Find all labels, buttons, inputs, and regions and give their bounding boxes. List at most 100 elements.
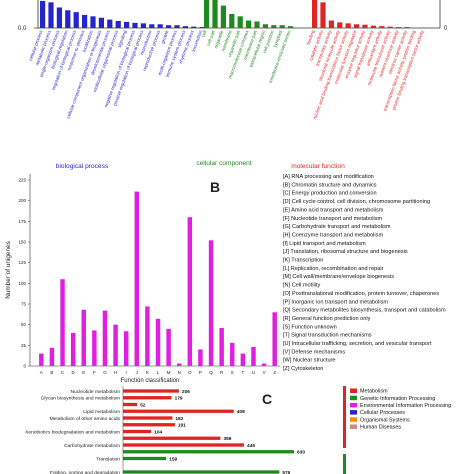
go-term-label-cellular-component-9: symplast [272,29,283,48]
cog-legend-entry-17: [R] General function prediction only [283,316,371,322]
cog-legend-entry-22: [W] Nuclear structure [283,358,336,364]
cog-legend-entry-3: [D] Cell cycle control, cell division, c… [283,199,430,205]
cog-legend-entry-8: [I] Lipid transport and metabolism [283,241,366,247]
kegg-bar-6 [123,429,152,434]
go-bar-cellular-component-2 [220,5,226,28]
cog-legend-entry-10: [K] Transcription [283,258,323,264]
panel-b-ytick-label-2: 50 [21,322,27,327]
cog-xtick-u: U [252,370,255,375]
kegg-bar-4 [123,416,173,420]
kegg-category-nucleotide-metabolism: Nucleotide metabolism [71,389,120,395]
kegg-legend-label-genetic-information-processing: Genetic Information Processing [360,396,435,402]
kegg-value-label-12: 576 [282,470,290,474]
cog-xtick-r: R [220,370,224,375]
cog-xtick-l: L [157,370,160,375]
cog-legend-entry-4: [E] Amino acid transport and metabolism [283,207,384,213]
kegg-value-label-1: 179 [175,396,183,402]
go-term-label-cellular-component-1: cell part [206,29,216,47]
kegg-bar-3 [123,409,234,413]
kegg-legend-label-environmental-information-processing: Environmental Information Processing [360,403,451,409]
kegg-value-label-6: 104 [154,429,162,435]
kegg-value-label-9: 630 [297,450,305,456]
cog-bar-g [102,310,108,366]
go-bar-biological-process-9 [115,21,121,28]
go-bar-molecular-function-4 [345,23,351,28]
kegg-bar-8 [123,443,245,447]
kegg-value-label-2: 52 [140,402,146,408]
go-bar-biological-process-0 [40,0,46,28]
cog-xtick-p: P [199,370,202,375]
cog-xtick-m: M [167,370,171,375]
cog-xtick-b: B [50,370,53,375]
kegg-value-label-3: 408 [237,409,245,415]
cog-legend-entry-11: [L] Replication, recombination and repai… [283,266,384,272]
go-bar-biological-process-2 [56,7,62,28]
go-bar-cellular-component-4 [237,16,243,28]
cog-bar-t [240,353,246,366]
panel-b-ytick-label-3: 75 [21,302,27,307]
go-bar-molecular-function-10 [396,27,402,28]
cog-xtick-i: I [126,370,127,375]
cog-legend-entry-12: [M] Cell wall/membrane/envelope biogenes… [283,274,394,280]
kegg-bar-2 [123,402,138,407]
go-bar-biological-process-3 [65,10,71,28]
go-bar-biological-process-6 [90,16,96,28]
cog-xtick-c: C [61,370,65,375]
cog-bar-f [92,330,97,366]
go-bar-biological-process-7 [98,17,104,28]
panel-c-legend-side-bar-top [343,386,346,448]
go-term-label-cellular-component-0: cell [200,30,207,38]
go-bar-biological-process-4 [73,12,79,28]
cog-xtick-f: F [93,370,96,375]
kegg-legend-label-cellular-processes: Cellular Processes [360,410,405,416]
cog-legend-entry-20: [U] Intracellular trafficking, secretion… [283,341,432,347]
cog-xtick-g: G [103,370,107,375]
cog-bar-h [113,324,118,366]
cog-legend-entry-1: [B] Chromatin structure and dynamics [283,182,377,188]
cog-xtick-v: V [263,370,266,375]
go-bar-biological-process-13 [149,24,155,28]
kegg-bar-10 [123,456,167,461]
kegg-value-label-4: 182 [175,416,183,422]
cog-xtick-t: T [241,370,244,375]
cog-xtick-k: K [146,370,149,375]
go-bar-cellular-component-1 [212,0,218,28]
go-term-label-biological-process-15: growth [160,29,170,44]
kegg-value-label-0: 206 [182,389,190,395]
go-bar-molecular-function-11 [404,27,410,28]
go-bar-biological-process-11 [132,22,138,28]
kegg-category-carbohydrate-metabolism: Carbohydrate metabolism [64,443,120,449]
cog-legend-entry-5: [F] Nucleotide transport and metabolism [283,216,383,222]
go-bar-biological-process-10 [124,21,130,28]
cog-bar-i [123,331,129,366]
cog-legend-entry-19: [T] Signal transduction mechanisms [283,333,372,339]
cog-xtick-d: D [72,370,76,375]
cog-legend-entry-15: [P] Inorganic ion transport and metaboli… [283,299,388,305]
go-bar-biological-process-15 [166,25,172,28]
go-bar-molecular-function-0 [312,0,318,28]
go-bar-molecular-function-9 [387,26,393,28]
go-bar-cellular-component-8 [271,25,277,28]
cog-xtick-s: S [231,370,234,375]
panel-b-ytick-label-9: 225 [18,178,26,183]
cog-xtick-e: E [82,370,85,375]
cog-bar-m [166,328,171,366]
cog-legend-entry-9: [J] Translation, ribosomal structure and… [283,249,408,255]
go-bar-molecular-function-1 [320,2,326,28]
cog-bar-r [219,327,224,366]
go-bar-biological-process-1 [48,2,54,28]
cog-bar-u [251,346,256,366]
kegg-legend-swatch-organismal-systems [350,417,357,422]
panel-a-y-zero-label: 0.0 [18,26,27,32]
go-bar-molecular-function-5 [354,24,360,28]
panel-a-y-right-zero: 0 [444,26,448,32]
kegg-bar-7 [123,436,221,440]
kegg-legend-label-organismal-systems: Organismal Systems [360,417,410,423]
go-bar-cellular-component-5 [246,20,252,28]
kegg-category-lipid-metabolism: Lipid metabolism [83,409,120,415]
go-bar-molecular-function-8 [379,26,385,28]
cog-bar-z [272,312,277,366]
kegg-legend-swatch-environmental-information-processing [350,402,357,408]
